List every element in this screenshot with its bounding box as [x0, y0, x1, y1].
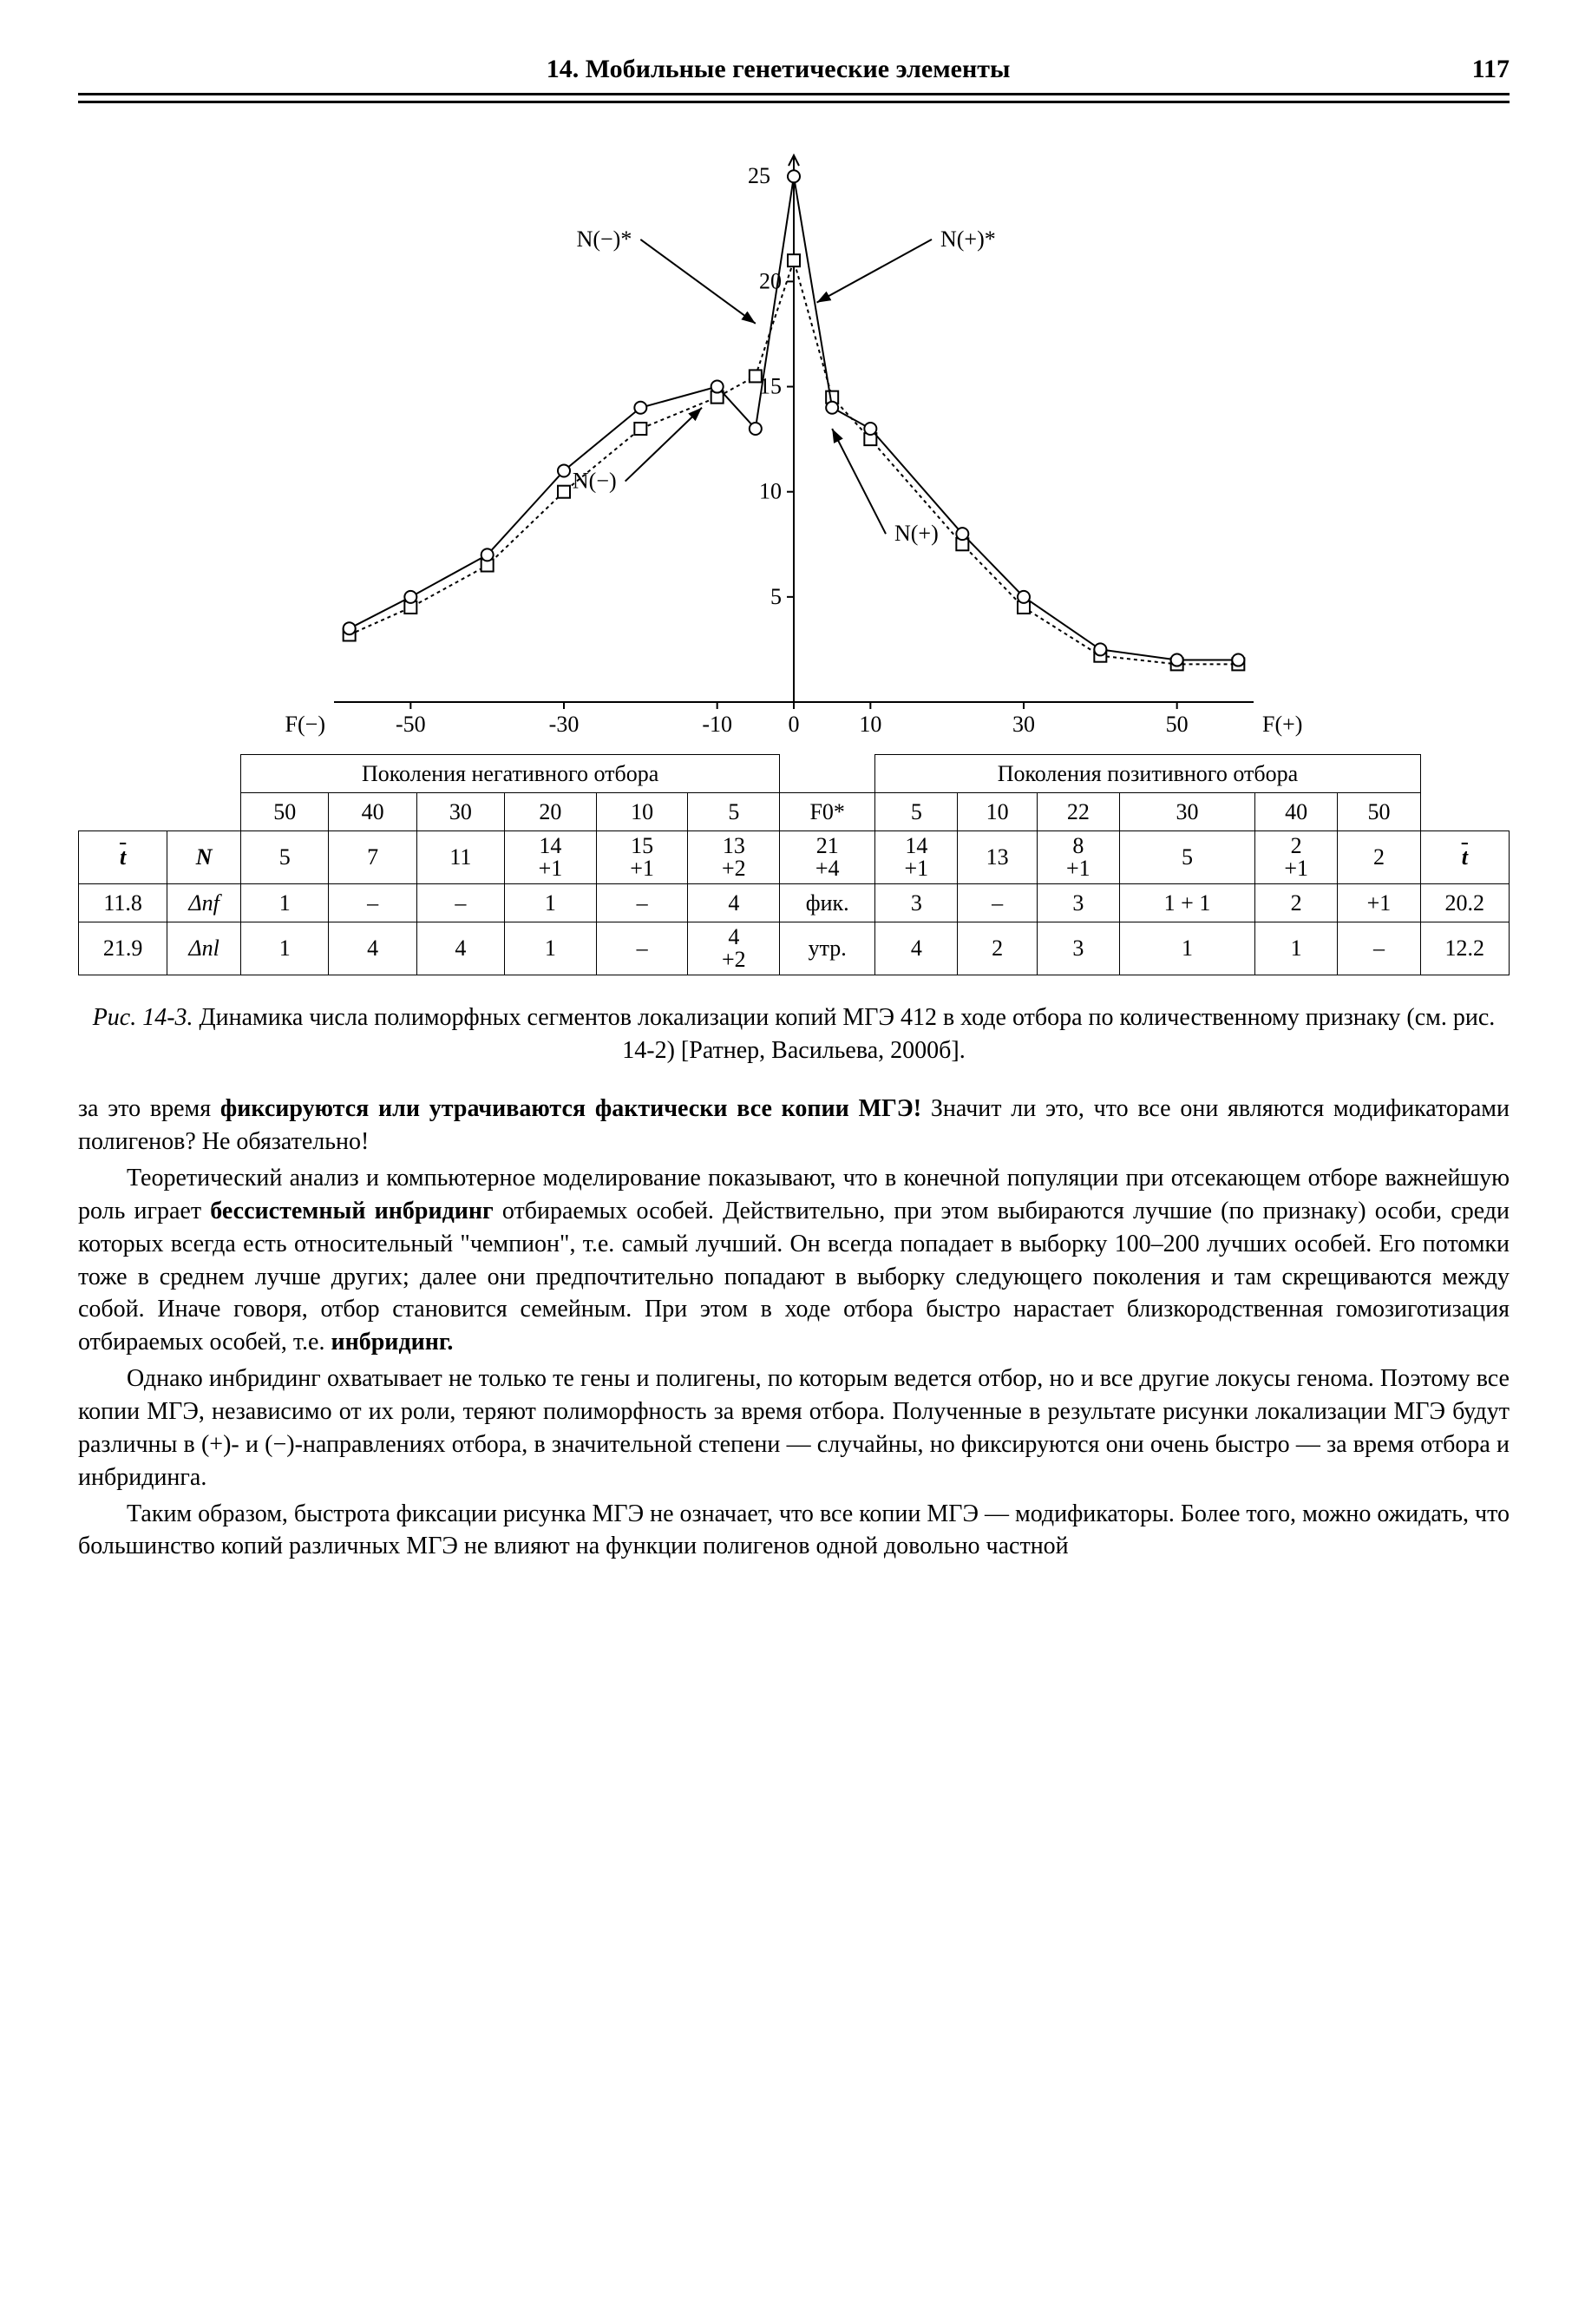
svg-text:N(+): N(+): [894, 521, 939, 546]
header-rule: [78, 93, 1510, 103]
para-4: Таким образом, быстрота фиксации рисунка…: [78, 1498, 1510, 1564]
svg-text:N(+)*: N(+)*: [940, 226, 996, 251]
svg-text:-10: -10: [702, 712, 732, 737]
para-1: за это время фиксируются или утрачиваютс…: [78, 1093, 1510, 1159]
chapter-title: 14. Мобильные генетические элементы: [547, 52, 1011, 88]
svg-text:N(−): N(−): [573, 468, 617, 493]
svg-text:5: 5: [770, 583, 782, 608]
svg-text:10: 10: [859, 712, 881, 737]
data-table: Поколения негативного отбораПоколения по…: [78, 754, 1510, 975]
chart-svg: -50-30-1001030505101520F(−)F(+)25N(−)*N(…: [230, 138, 1358, 745]
svg-text:10: 10: [759, 478, 782, 503]
svg-text:25: 25: [748, 163, 770, 188]
svg-text:N(−)*: N(−)*: [577, 226, 632, 251]
svg-text:-50: -50: [396, 712, 426, 737]
svg-text:F(−): F(−): [285, 712, 325, 737]
page-number: 117: [1472, 52, 1510, 88]
svg-text:50: 50: [1166, 712, 1189, 737]
svg-text:0: 0: [789, 712, 800, 737]
running-header: . 14. Мобильные генетические элементы 11…: [78, 52, 1510, 93]
svg-text:F(+): F(+): [1262, 712, 1302, 737]
figure-14-3: -50-30-1001030505101520F(−)F(+)25N(−)*N(…: [78, 138, 1510, 1067]
para-2: Теоретический анализ и компьютерное моде…: [78, 1162, 1510, 1359]
svg-text:-30: -30: [549, 712, 580, 737]
caption-text: Динамика числа полиморфных сегментов лок…: [193, 1004, 1496, 1064]
caption-prefix: Рис. 14-3.: [93, 1004, 193, 1031]
figure-caption: Рис. 14-3. Динамика числа полиморфных се…: [78, 1001, 1510, 1067]
para-3: Однако инбридинг охватывает не только те…: [78, 1362, 1510, 1494]
svg-text:30: 30: [1012, 712, 1035, 737]
